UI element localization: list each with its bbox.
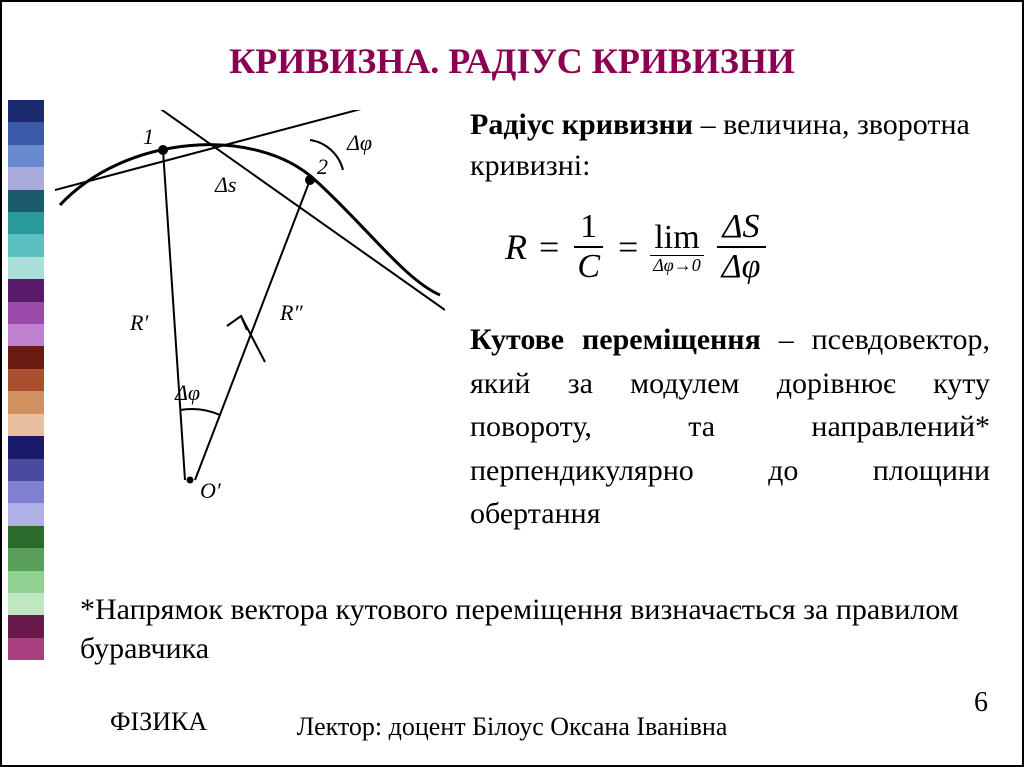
color-strip-segment [8,436,44,458]
footnote-text: *Напрямок вектора кутового переміщення в… [80,590,980,668]
lim-top: lim [650,221,703,256]
label-r-prime: R′ [129,310,149,335]
color-strip-segment [8,145,44,167]
color-strip-segment [8,167,44,189]
color-strip-segment [8,503,44,525]
label-r-double-prime: R″ [279,300,303,325]
label-dphi-top: Δφ [346,130,372,155]
color-strip-segment [8,548,44,570]
trajectory-curve [60,145,440,295]
label-point-2: 2 [317,154,328,179]
color-strip-segment [8,212,44,234]
label-point-1: 1 [143,124,154,149]
frac-den-dphi: Δφ [716,248,767,284]
color-strip-segment [8,638,44,660]
formula-eq1: = [539,226,559,268]
color-strip-segment [8,615,44,637]
color-strip-segment [8,302,44,324]
radius-formula: R = 1 C = lim Δφ→0 ΔS Δφ [505,210,955,310]
page-number: 6 [974,687,988,719]
fraction-dS-over-dphi: ΔS Δφ [716,210,767,284]
curvature-diagram: 1 2 Δφ Δs R′ R″ Δφ O′ [55,110,445,510]
frac-den-C: C [571,248,606,284]
radius-r-prime [163,150,185,480]
center-o-prime [187,477,194,484]
angular-displacement-text: Кутове переміщення – псевдовектор, який … [470,318,990,536]
color-strip-segment [8,100,44,122]
color-strip-segment [8,257,44,279]
arrow-shaft [241,316,265,362]
label-dphi-bottom: Δφ [174,380,200,405]
label-ds: Δs [214,172,236,197]
color-strip-segment [8,234,44,256]
color-strip-segment [8,481,44,503]
definition-text: Радіус кривизни – величина, зворотна кри… [470,105,990,186]
tangent-line-2 [155,110,445,310]
color-strip-segment [8,122,44,144]
color-strip-segment [8,279,44,301]
slide-title: КРИВИЗНА. РАДІУС КРИВИЗНИ [0,40,1024,82]
lim-bottom: Δφ→0 [653,256,701,274]
label-o-prime: O′ [200,478,222,503]
color-strip-segment [8,391,44,413]
term-angular-displacement: Кутове переміщення [470,323,761,356]
footer-lecturer: Лектор: доцент Білоус Оксана Іванівна [0,712,1024,742]
formula-eq2: = [618,226,638,268]
frac-num-dS: ΔS [717,210,766,248]
color-strip-segment [8,459,44,481]
formula-R: R [505,226,527,268]
fraction-1-over-C: 1 C [571,210,606,284]
color-strip-segment [8,190,44,212]
decorative-color-strip [8,100,44,660]
color-strip-segment [8,526,44,548]
color-strip-segment [8,324,44,346]
color-strip-segment [8,571,44,593]
color-strip-segment [8,593,44,615]
frac-num-1: 1 [574,210,603,248]
color-strip-segment [8,369,44,391]
color-strip-segment [8,346,44,368]
color-strip-segment [8,414,44,436]
angle-arc-bottom [180,409,220,415]
limit-symbol: lim Δφ→0 [650,221,703,274]
term-radius-of-curvature: Радіус кривизни [470,108,693,141]
radius-r-double-prime [195,180,310,480]
